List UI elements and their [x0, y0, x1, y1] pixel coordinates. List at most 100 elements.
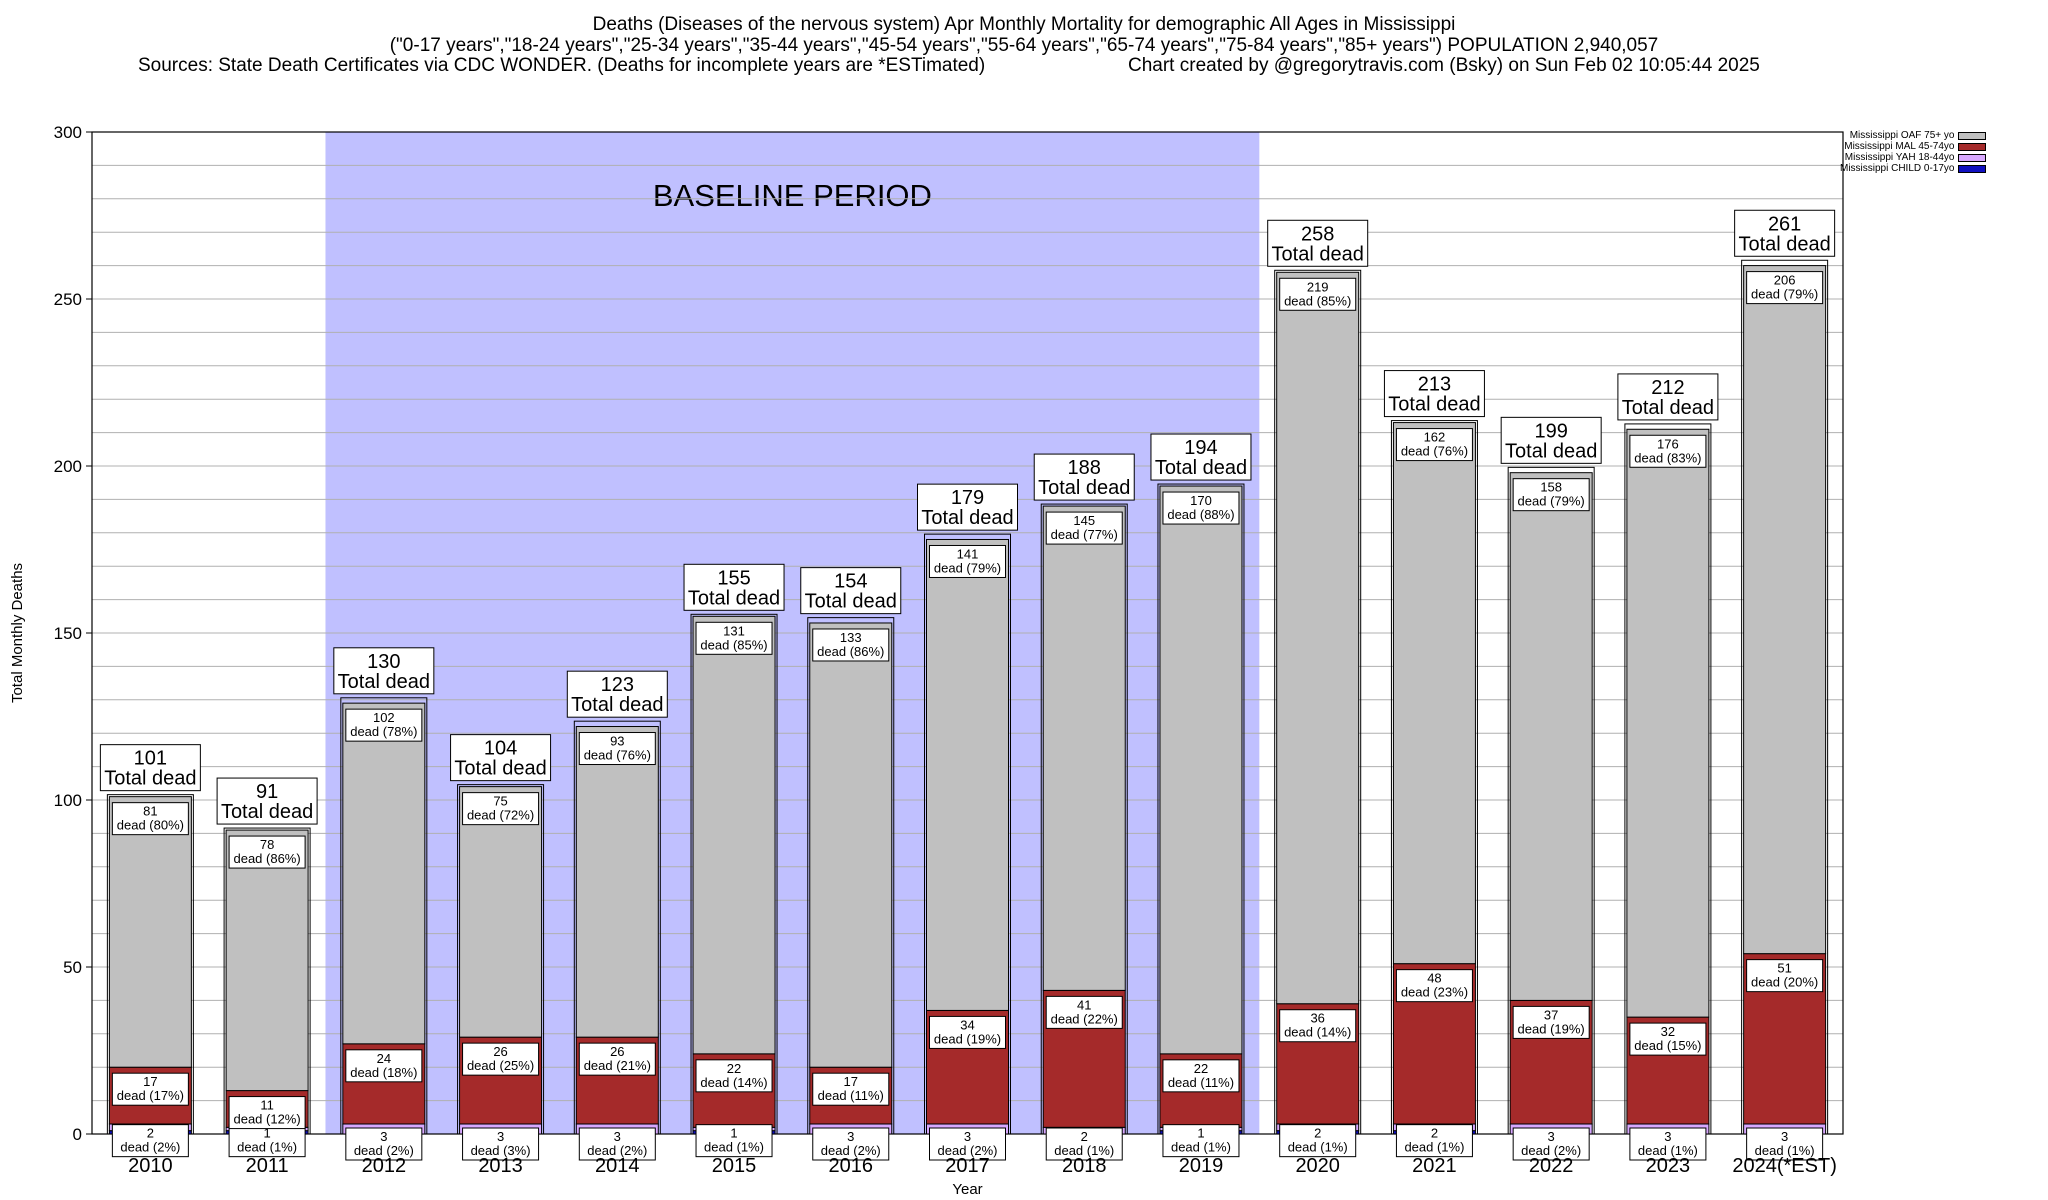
total-label-value: 213 — [1418, 374, 1451, 396]
total-label-text: Total dead — [1622, 397, 1714, 419]
bar-segment — [1743, 265, 1827, 955]
segment-label-percent: dead (23%) — [1401, 985, 1468, 1000]
segment-label-percent: dead (83%) — [1634, 450, 1701, 465]
chart-sources: Sources: State Death Certificates via CD… — [138, 55, 986, 76]
total-label-value: 101 — [134, 748, 167, 770]
segment-label-percent: dead (2%) — [587, 1143, 647, 1158]
segment-label-percent: dead (1%) — [1054, 1143, 1114, 1158]
legend-swatch — [1958, 153, 1987, 162]
y-tick-label: 150 — [54, 624, 82, 643]
legend-item: Mississippi CHILD 0-17yo — [1840, 163, 1987, 174]
x-tick-label: 2010 — [128, 1155, 173, 1177]
segment-label-count: 145 — [1073, 513, 1095, 528]
segment-label-percent: dead (22%) — [1051, 1011, 1118, 1026]
x-tick-label: 2017 — [945, 1155, 990, 1177]
x-tick-label: 2022 — [1529, 1155, 1574, 1177]
total-label-value: 91 — [256, 781, 278, 803]
total-label-box — [333, 647, 435, 695]
segment-label-box — [1162, 1124, 1240, 1158]
segment-label-percent: dead (1%) — [1288, 1140, 1348, 1155]
segment-label-count: 34 — [960, 1017, 974, 1032]
segment-label-percent: dead (2%) — [1521, 1143, 1581, 1158]
legend-item: Mississippi MAL 45-74yo — [1840, 141, 1987, 152]
legend-label: Mississippi OAF 75+ yo — [1849, 130, 1955, 141]
segment-label-count: 3 — [1781, 1129, 1788, 1144]
segment-label-count: 141 — [957, 546, 979, 561]
chart-title: Deaths (Diseases of the nervous system) … — [592, 14, 1456, 35]
segment-label-box — [1395, 428, 1473, 462]
segment-label-box — [1395, 969, 1473, 1003]
segment-label-percent: dead (25%) — [467, 1058, 534, 1073]
segment-label-box — [1162, 1059, 1240, 1093]
segment-label-box — [578, 1127, 656, 1161]
segment-label-box — [111, 1072, 189, 1106]
segment-label-count: 17 — [143, 1074, 157, 1089]
total-label-text: Total dead — [1388, 394, 1480, 416]
segment-label-count: 36 — [1310, 1011, 1324, 1026]
total-label-text: Total dead — [338, 671, 430, 693]
legend-item: Mississippi YAH 18-44yo — [1840, 152, 1987, 163]
bar-segment — [342, 702, 426, 1045]
segment-label-percent: dead (17%) — [117, 1088, 184, 1103]
total-label-value: 130 — [367, 651, 400, 673]
x-tick-label: 2011 — [246, 1155, 289, 1177]
segment-label-percent: dead (2%) — [120, 1140, 180, 1155]
segment-label-box — [1629, 1127, 1707, 1161]
segment-label-count: 170 — [1190, 493, 1212, 508]
segment-label-percent: dead (12%) — [233, 1112, 300, 1127]
segment-label-box — [1629, 1022, 1707, 1056]
segment-label-box — [462, 1127, 540, 1161]
y-tick-label: 250 — [54, 290, 82, 309]
total-label-box — [1734, 209, 1836, 257]
segment-label-percent: dead (76%) — [1401, 444, 1468, 459]
segment-label-box — [1045, 995, 1123, 1029]
segment-label-box — [228, 1124, 306, 1158]
total-label-box — [1150, 433, 1252, 481]
segment-label-percent: dead (11%) — [1168, 1075, 1234, 1090]
segment-label-count: 1 — [263, 1126, 270, 1141]
segment-label-count: 81 — [143, 804, 157, 819]
segment-label-percent: dead (3%) — [471, 1143, 531, 1158]
segment-label-percent: dead (77%) — [1051, 527, 1118, 542]
bar-segment — [692, 615, 776, 1055]
bar-segment — [575, 726, 659, 1038]
y-tick-label: 200 — [54, 457, 82, 476]
segment-label-count: 22 — [1194, 1061, 1208, 1076]
total-label-value: 154 — [834, 571, 867, 593]
x-tick-label: 2024(*EST) — [1732, 1155, 1837, 1177]
segment-label-box — [345, 1127, 423, 1161]
segment-label-box — [462, 1042, 540, 1076]
segment-label-percent: dead (79%) — [934, 560, 1001, 575]
segment-label-percent: dead (78%) — [350, 724, 417, 739]
total-label-value: 188 — [1068, 457, 1101, 479]
segment-label-percent: dead (21%) — [584, 1058, 651, 1073]
segment-label-percent: dead (86%) — [233, 851, 300, 866]
total-label-box — [683, 563, 785, 611]
total-label-text: Total dead — [221, 801, 313, 823]
segment-label-count: 93 — [610, 734, 624, 749]
segment-label-count: 102 — [373, 710, 395, 725]
segment-label-count: 1 — [1197, 1126, 1204, 1141]
bar-segment — [225, 829, 309, 1092]
segment-label-box — [228, 1096, 306, 1130]
total-label-box — [1033, 453, 1135, 501]
segment-label-count: 158 — [1540, 480, 1562, 495]
segment-label-percent: dead (85%) — [700, 637, 767, 652]
segment-label-box — [1512, 478, 1590, 512]
legend-label: Mississippi CHILD 0-17yo — [1840, 163, 1955, 174]
x-tick-label: 2020 — [1295, 1155, 1340, 1177]
segment-label-box — [695, 621, 773, 655]
total-label-value: 155 — [717, 567, 750, 589]
y-axis-label: Total Monthly Deaths — [9, 563, 26, 703]
segment-label-count: 3 — [847, 1129, 854, 1144]
segment-label-box — [1746, 271, 1824, 305]
total-label-box — [917, 483, 1018, 531]
total-label-value: 179 — [951, 487, 984, 509]
segment-label-percent: dead (11%) — [818, 1088, 884, 1103]
x-tick-label: 2013 — [478, 1155, 523, 1177]
segment-label-percent: dead (80%) — [117, 818, 184, 833]
segment-label-box — [1395, 1124, 1473, 1158]
segment-label-count: 11 — [260, 1098, 274, 1113]
total-label-box — [450, 734, 552, 782]
